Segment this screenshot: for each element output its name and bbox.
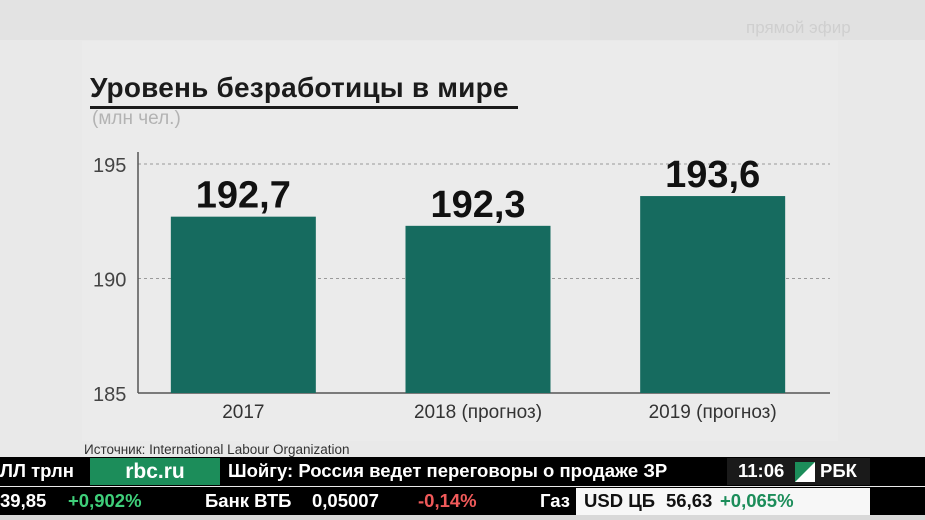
y-tick-label: 190: [93, 270, 126, 292]
usd-box: [576, 488, 870, 515]
bar-value-label: 192,7: [196, 175, 291, 217]
source-note: Источник: International Labour Organizat…: [84, 442, 350, 457]
chart-title: Уровень безработицы в мире: [90, 72, 509, 103]
usd-change: +0,065%: [720, 490, 794, 511]
site-label: rbc.ru: [90, 458, 220, 485]
y-tick-label: 185: [93, 384, 126, 406]
x-tick-label: 2019 (прогноз): [649, 402, 777, 423]
bottom-strip: [0, 515, 925, 520]
bank-name: Банк ВТБ: [205, 490, 292, 511]
bar-value-label: 192,3: [430, 184, 525, 226]
quote-change: +0,902%: [68, 490, 142, 511]
top-background: [0, 0, 590, 40]
usd-value: 56,63: [666, 490, 713, 511]
news-headline: Шойгу: Россия ведет переговоры о продаже…: [228, 460, 668, 481]
clock-time: 11:06: [738, 460, 785, 481]
live-broadcast-label: прямой эфир: [746, 18, 851, 37]
x-tick-label: 2018 (прогноз): [414, 402, 542, 423]
bar-value-label: 193,6: [665, 154, 760, 196]
bank-change: -0,14%: [418, 490, 477, 511]
chart-subtitle: (млн чел.): [92, 108, 181, 129]
bar: [640, 196, 786, 393]
bank-price: 0,05007: [312, 490, 379, 511]
title-underline: [90, 106, 518, 109]
ticker-left-fragment: ЛЛ трлн: [0, 460, 74, 481]
bar: [405, 225, 551, 393]
x-tick-label: 2017: [222, 402, 264, 423]
y-tick-label: 195: [93, 155, 126, 177]
quote-price: 39,85: [0, 490, 47, 511]
usd-label: USD ЦБ: [584, 490, 656, 511]
brand-name: РБК: [820, 460, 857, 481]
rbc-logo-icon: [795, 462, 815, 482]
top-right-overlay: [590, 0, 925, 40]
bar: [170, 216, 316, 393]
gas-label: Газ: [540, 490, 570, 511]
